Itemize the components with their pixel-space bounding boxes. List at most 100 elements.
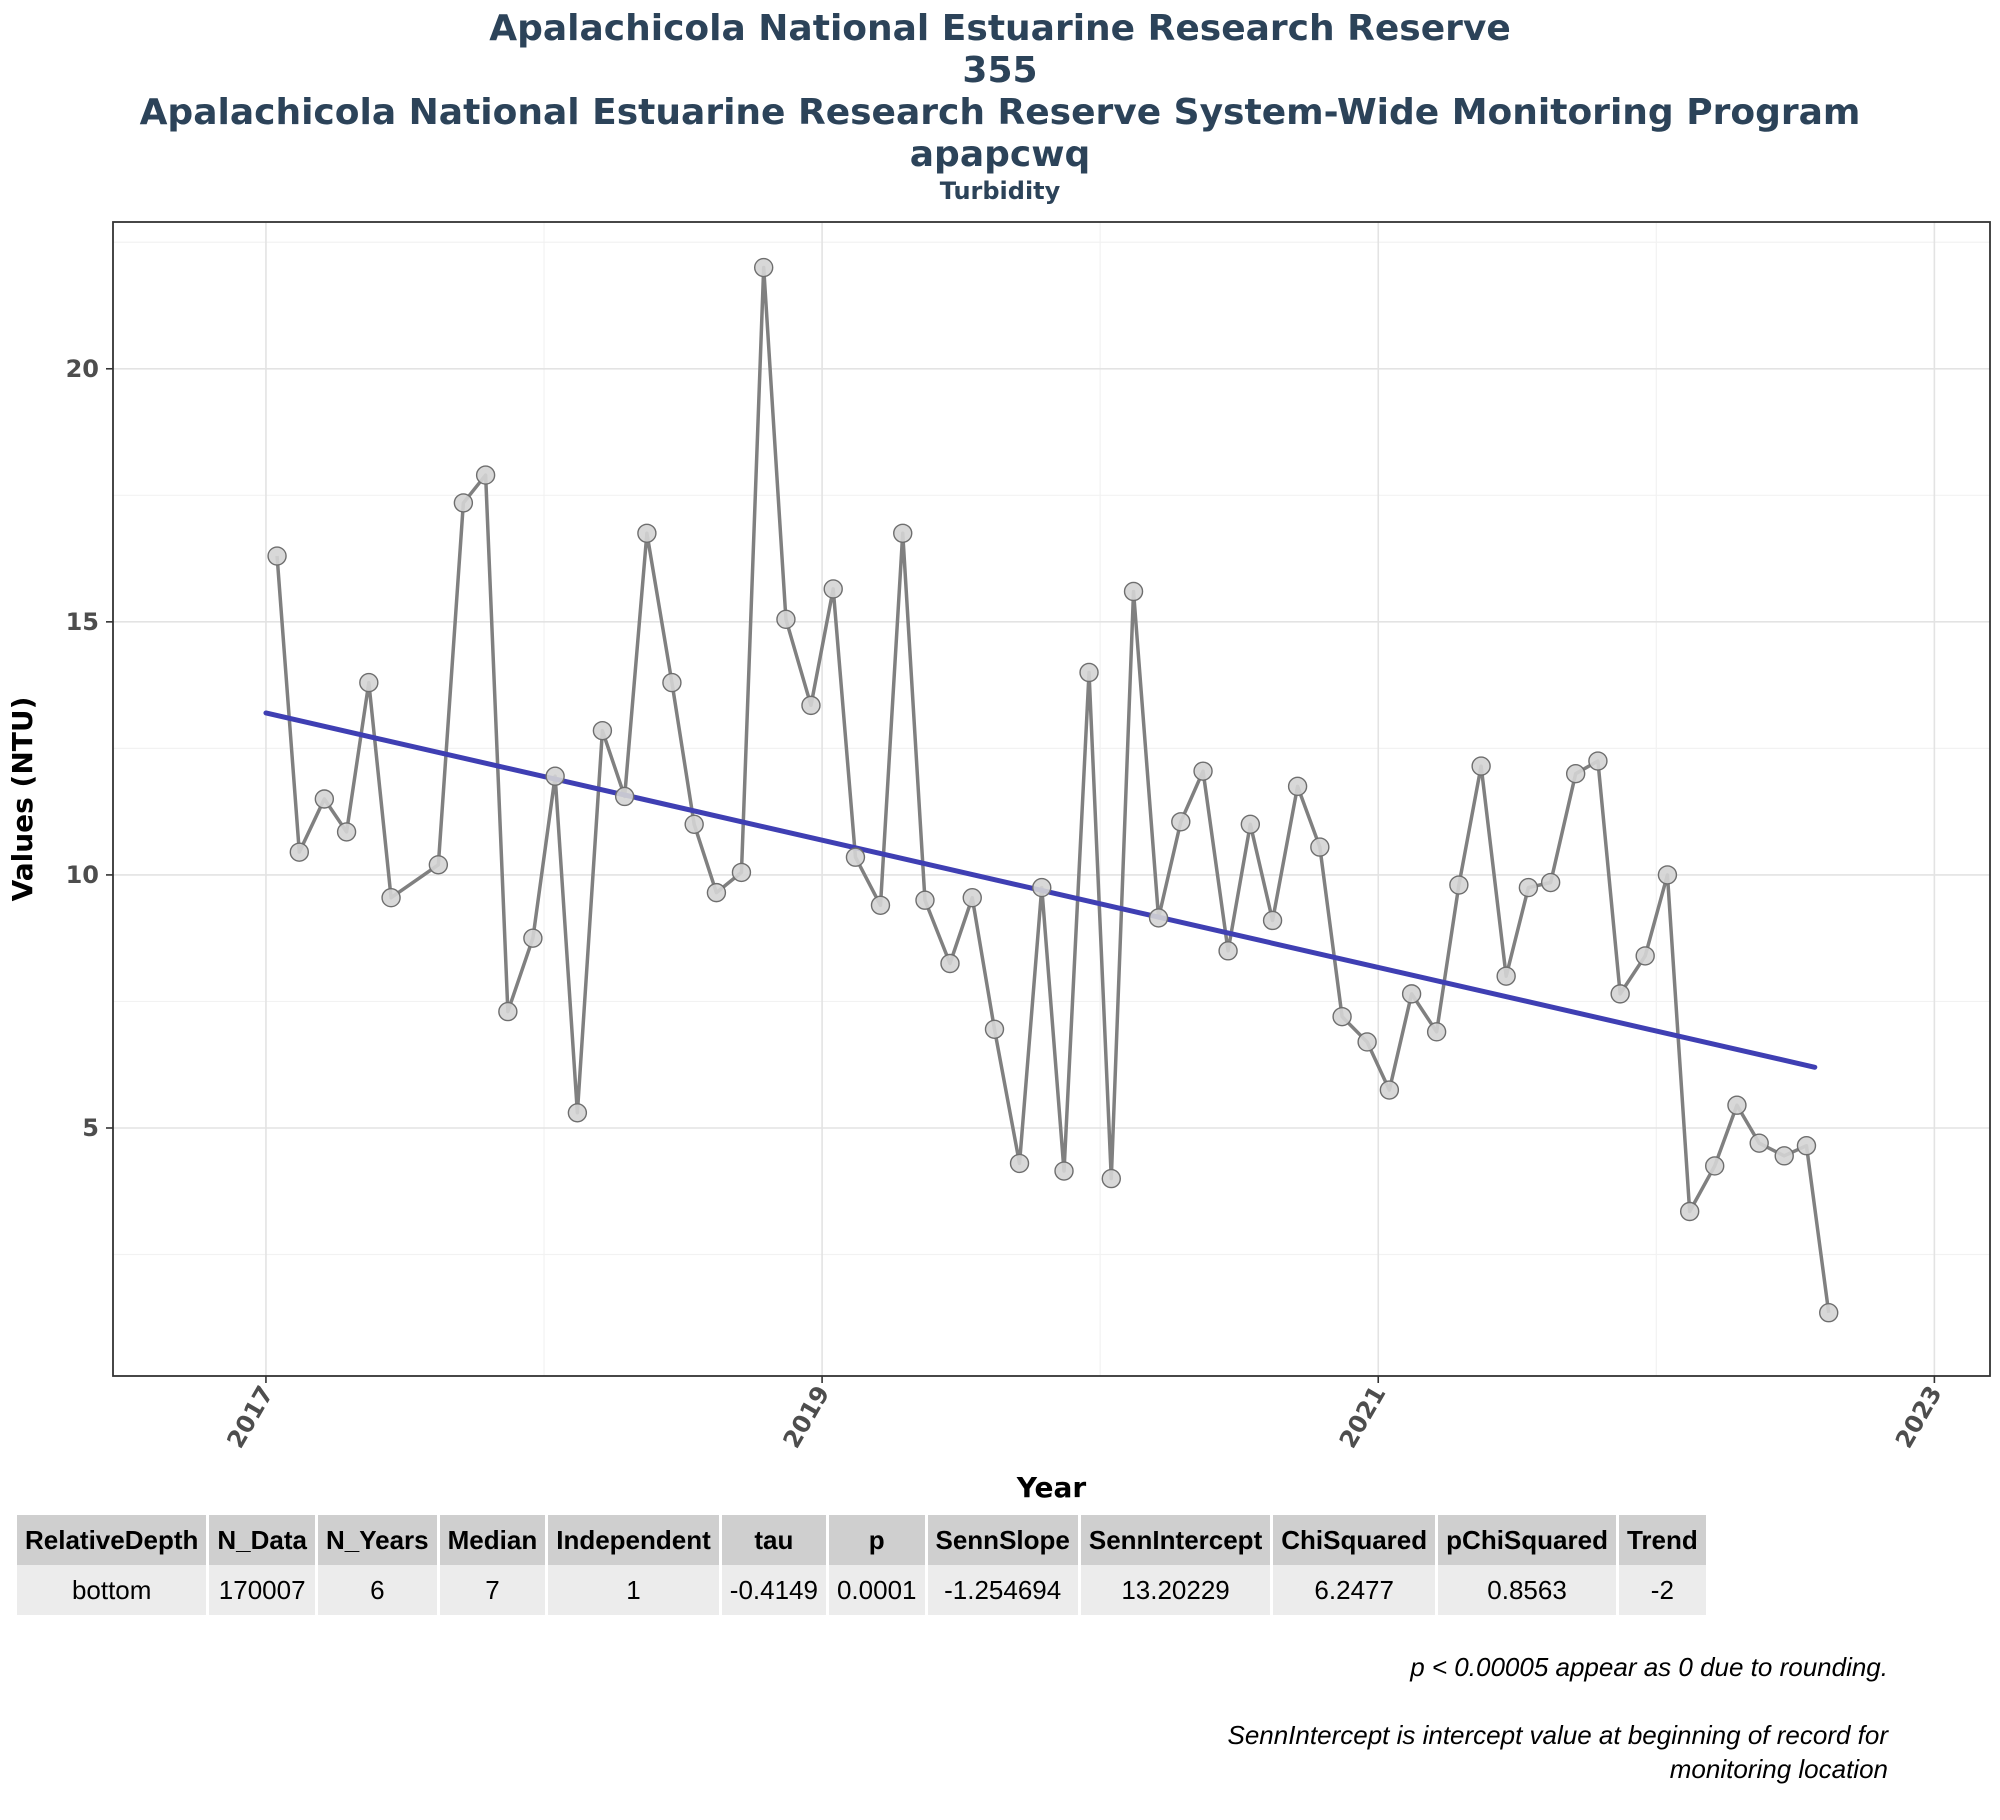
stats-table-header: RelativeDepth N_Data N_Years Median Independ… [17, 1515, 1706, 1565]
data-point [684, 814, 704, 835]
table-header-cell: RelativeDepth [17, 1515, 207, 1565]
y-axis-title: Values (NTU) [6, 697, 39, 902]
data-point [336, 822, 357, 842]
data-point [1610, 984, 1630, 1004]
data-point [523, 928, 543, 948]
data-point [870, 895, 891, 915]
data-point [823, 579, 843, 599]
data-point [1679, 1201, 1700, 1222]
plot-panel [113, 222, 1990, 1376]
footnotes: p < 0.00005 appear as 0 due to rounding.… [1188, 1650, 1888, 1820]
chart-title-line-2: 355 [962, 50, 1038, 91]
table-cell: 1 [548, 1565, 719, 1615]
data-point [381, 887, 401, 908]
data-point [1819, 1303, 1839, 1323]
table-cell: 6 [317, 1565, 437, 1615]
data-point [662, 672, 682, 693]
table-cell: 6.2477 [1273, 1565, 1436, 1615]
data-point [637, 523, 657, 543]
x-tick-label: 2021 [1334, 1381, 1392, 1453]
data-point [359, 672, 379, 693]
data-point [984, 1019, 1005, 1039]
table-header-cell: ChiSquared [1273, 1515, 1436, 1565]
x-tick-label: 2023 [1890, 1381, 1948, 1453]
x-tick-label: 2017 [221, 1381, 279, 1453]
data-point [614, 786, 635, 807]
data-point [289, 842, 310, 862]
table-header-cell: SennIntercept [1080, 1515, 1271, 1565]
data-point [1635, 946, 1655, 966]
table-header-cell: Trend [1618, 1515, 1706, 1565]
data-point [1123, 581, 1144, 602]
data-point [1032, 877, 1052, 898]
table-cell: 0.8563 [1438, 1565, 1616, 1615]
data-point [1727, 1095, 1747, 1115]
data-point [592, 720, 613, 741]
table-cell: 7 [439, 1565, 546, 1615]
data-point [1193, 761, 1213, 781]
data-point [962, 887, 982, 908]
chart-title-line-1: Apalachicola National Estuarine Research… [489, 8, 1511, 49]
table-cell: bottom [17, 1565, 207, 1615]
chart-subtitle: Turbidity [939, 177, 1061, 205]
data-point [940, 953, 960, 974]
table-header-cell: Median [439, 1515, 546, 1565]
data-point [314, 789, 335, 809]
data-point [915, 890, 935, 910]
data-point [567, 1103, 588, 1123]
table-header-cell: SennSlope [927, 1515, 1078, 1565]
table-header-cell: N_Data [209, 1515, 315, 1565]
table-row: bottom 170007 6 7 1 -0.4149 0.0001 -1.254694 13.… [17, 1565, 1706, 1615]
data-point [801, 695, 821, 716]
data-point [453, 493, 474, 513]
data-point [1101, 1168, 1121, 1189]
data-point [1401, 984, 1422, 1004]
data-point [498, 1001, 518, 1022]
data-point [267, 546, 287, 566]
chart-title-line-3: Apalachicola National Estuarine Research… [139, 92, 1861, 133]
y-tick-label: 10 [66, 861, 99, 889]
data-point [1310, 837, 1330, 857]
table-cell: 13.20229 [1080, 1565, 1271, 1615]
table-header-cell: pChiSquared [1438, 1515, 1616, 1565]
data-point [1518, 877, 1539, 898]
data-point [753, 257, 774, 278]
data-point [475, 465, 496, 485]
data-point [1079, 662, 1099, 683]
x-axis-title: Year [1016, 1471, 1087, 1500]
table-cell: -2 [1618, 1565, 1706, 1615]
data-point [1379, 1080, 1400, 1100]
data-point [1148, 908, 1169, 928]
data-point [1262, 910, 1283, 931]
footnote-intercept: SennIntercept is intercept value at begi… [1227, 1720, 1888, 1784]
data-point [1588, 751, 1608, 771]
data-point [706, 882, 727, 903]
table-header-cell: p [828, 1515, 925, 1565]
chart-titles: Apalachicola National Estuarine Research… [0, 8, 2000, 206]
footnote-rounding: p < 0.00005 appear as 0 due to rounding. [1410, 1652, 1888, 1682]
data-point [845, 847, 866, 867]
data-point [731, 862, 752, 883]
data-point [1796, 1136, 1817, 1156]
data-point [1287, 776, 1308, 797]
plot-border [112, 221, 1991, 1377]
data-point [1357, 1032, 1377, 1052]
stats-table: RelativeDepth N_Data N_Years Median Independ… [14, 1515, 1709, 1615]
y-tick-label: 20 [66, 355, 99, 383]
data-point [1657, 865, 1678, 885]
data-point [1009, 1153, 1030, 1174]
data-point [1540, 872, 1561, 893]
data-point [1565, 763, 1586, 784]
table-cell: -1.254694 [927, 1565, 1078, 1615]
data-point [1449, 875, 1469, 895]
data-point [1054, 1161, 1074, 1181]
stats-table-body: bottom 170007 6 7 1 -0.4149 0.0001 -1.254694 13.… [17, 1565, 1706, 1615]
data-point [893, 523, 913, 543]
table-cell: -0.4149 [721, 1565, 826, 1615]
chart-title-line-4: apapcwq [909, 134, 1091, 175]
data-point [1426, 1022, 1447, 1042]
table-cell: 170007 [209, 1565, 315, 1615]
x-tick-label: 2019 [778, 1381, 836, 1453]
data-point [776, 609, 796, 630]
table-header-cell: N_Years [317, 1515, 437, 1565]
